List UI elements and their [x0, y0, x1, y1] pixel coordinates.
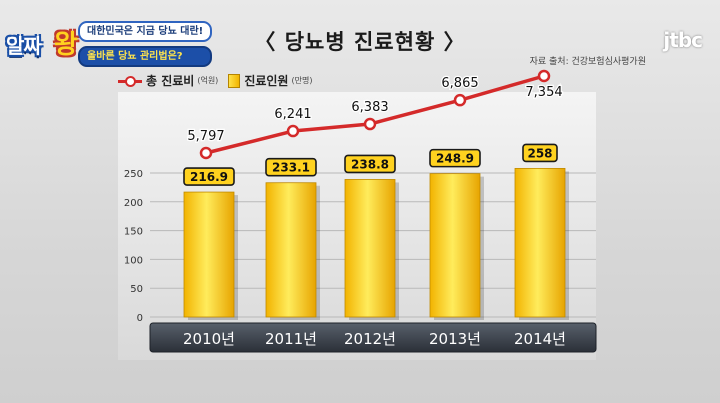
y-tick-label: 0 — [137, 313, 143, 324]
bar-value-box — [183, 167, 235, 186]
line-value-label: 5,797 — [187, 129, 224, 144]
x-tick-label: 2013년 — [429, 330, 481, 348]
bar — [183, 191, 235, 318]
y-tick-label: 50 — [130, 284, 143, 295]
line-value-label: 6,241 — [274, 107, 311, 122]
line-value-label: 6,383 — [351, 100, 388, 115]
show-logo-accent: 왕 — [54, 30, 78, 60]
bar — [514, 167, 566, 318]
legend-item-patients: 진료인원 (만명) — [228, 72, 312, 89]
bar-value-box — [265, 157, 317, 177]
chart-title: 〈 당뇨병 진료현황 〉 — [254, 30, 466, 54]
line-value-label: 6,865 — [441, 76, 478, 91]
legend-unit-cost: (억원) — [197, 76, 219, 85]
x-tick-label: 2012년 — [344, 330, 396, 348]
line-point — [199, 146, 213, 160]
bar-value-label: 216.9 — [190, 170, 228, 184]
line-value-label: 7,354 — [525, 85, 562, 100]
x-axis-band — [149, 322, 597, 353]
bar-value-label: 258 — [527, 146, 552, 160]
bar-value-label: 238.8 — [351, 157, 389, 171]
y-tick-label: 250 — [124, 169, 143, 180]
legend-label-patients: 진료인원 — [244, 74, 289, 88]
x-tick-label: 2010년 — [183, 330, 235, 348]
y-tick-label: 150 — [124, 227, 143, 238]
line-point — [363, 117, 377, 131]
legend-label-cost: 총 진료비 — [146, 74, 195, 88]
bar-value-box — [344, 154, 396, 174]
legend-item-cost: 총 진료비 (억원) — [118, 72, 218, 89]
line-point — [453, 93, 467, 107]
legend-bar-marker — [228, 73, 241, 88]
y-tick-label: 200 — [124, 198, 143, 209]
show-logo-main: 알짜 — [6, 34, 42, 58]
bar — [429, 173, 481, 318]
y-tick-label: 100 — [124, 255, 143, 266]
show-logo: 알짜 왕 — [4, 20, 78, 64]
bar-value-box — [429, 148, 481, 168]
topic-caption-1: 대한민국은 지금 당뇨 대란! — [78, 21, 213, 42]
legend-line-marker — [118, 75, 142, 87]
bar-value-box — [522, 143, 558, 163]
bar — [265, 182, 317, 318]
bar-value-label: 233.1 — [272, 161, 310, 175]
legend-unit-patients: (만명) — [291, 76, 313, 85]
chart-legend: 총 진료비 (억원) 진료인원 (만명) — [118, 72, 322, 89]
bar — [344, 179, 396, 318]
topic-caption-2: 올바른 당뇨 관리법은? — [78, 46, 213, 67]
show-topics: 대한민국은 지금 당뇨 대란! 올바른 당뇨 관리법은? — [78, 21, 213, 71]
x-tick-label: 2014년 — [514, 330, 566, 348]
x-tick-label: 2011년 — [265, 330, 317, 348]
chart-source: 자료 출처: 건강보험심사평가원 — [529, 57, 646, 67]
network-logo: jtbc — [663, 28, 703, 52]
line-point — [286, 124, 300, 138]
bar-value-label: 248.9 — [436, 152, 474, 166]
line-point — [537, 69, 551, 83]
